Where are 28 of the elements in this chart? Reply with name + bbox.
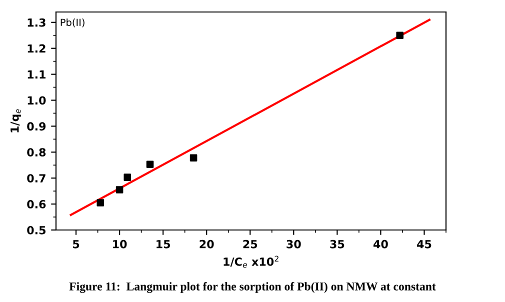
y-tick-label: 1.3 bbox=[28, 18, 46, 27]
x-axis-title: 1/C$_{e}$ x10$^{2}$ bbox=[224, 256, 278, 268]
point bbox=[124, 174, 132, 181]
y-tick-label: 0.9 bbox=[27, 122, 46, 131]
point bbox=[146, 160, 154, 168]
x-tick-label: 20 bbox=[200, 240, 214, 248]
y-tick-label: 0.5 bbox=[27, 226, 46, 234]
y-tick-label: 0.8 bbox=[27, 148, 46, 157]
y-tick-label: 1.1 bbox=[28, 70, 46, 79]
y-tick-label: 0.6 bbox=[27, 200, 46, 208]
annotation: Pb(II) bbox=[60, 18, 84, 28]
x-tick-label: 5 bbox=[73, 240, 80, 248]
x-tick-label: 15 bbox=[156, 240, 170, 248]
x-tick-label: 25 bbox=[243, 240, 258, 248]
x-tick-label: 45 bbox=[417, 240, 432, 248]
y-tick-label: 1.2 bbox=[28, 44, 46, 53]
point bbox=[396, 32, 404, 39]
x-tick-label: 35 bbox=[330, 240, 344, 248]
point bbox=[96, 199, 104, 206]
x-tick-label: 30 bbox=[286, 240, 301, 248]
y-tick-label: 0.7 bbox=[27, 174, 46, 182]
x-tick-label: 10 bbox=[113, 240, 127, 248]
x-tick-label: 40 bbox=[373, 240, 388, 248]
point bbox=[116, 186, 124, 194]
y-axis-title: 1/q$_{e}$ bbox=[10, 109, 22, 132]
point bbox=[190, 154, 198, 162]
y-tick-label: 1.0 bbox=[28, 96, 46, 105]
text: Figure 11: Langmuir plot for the sorption of Pb(II) on NMW at constant bbox=[69, 282, 436, 293]
